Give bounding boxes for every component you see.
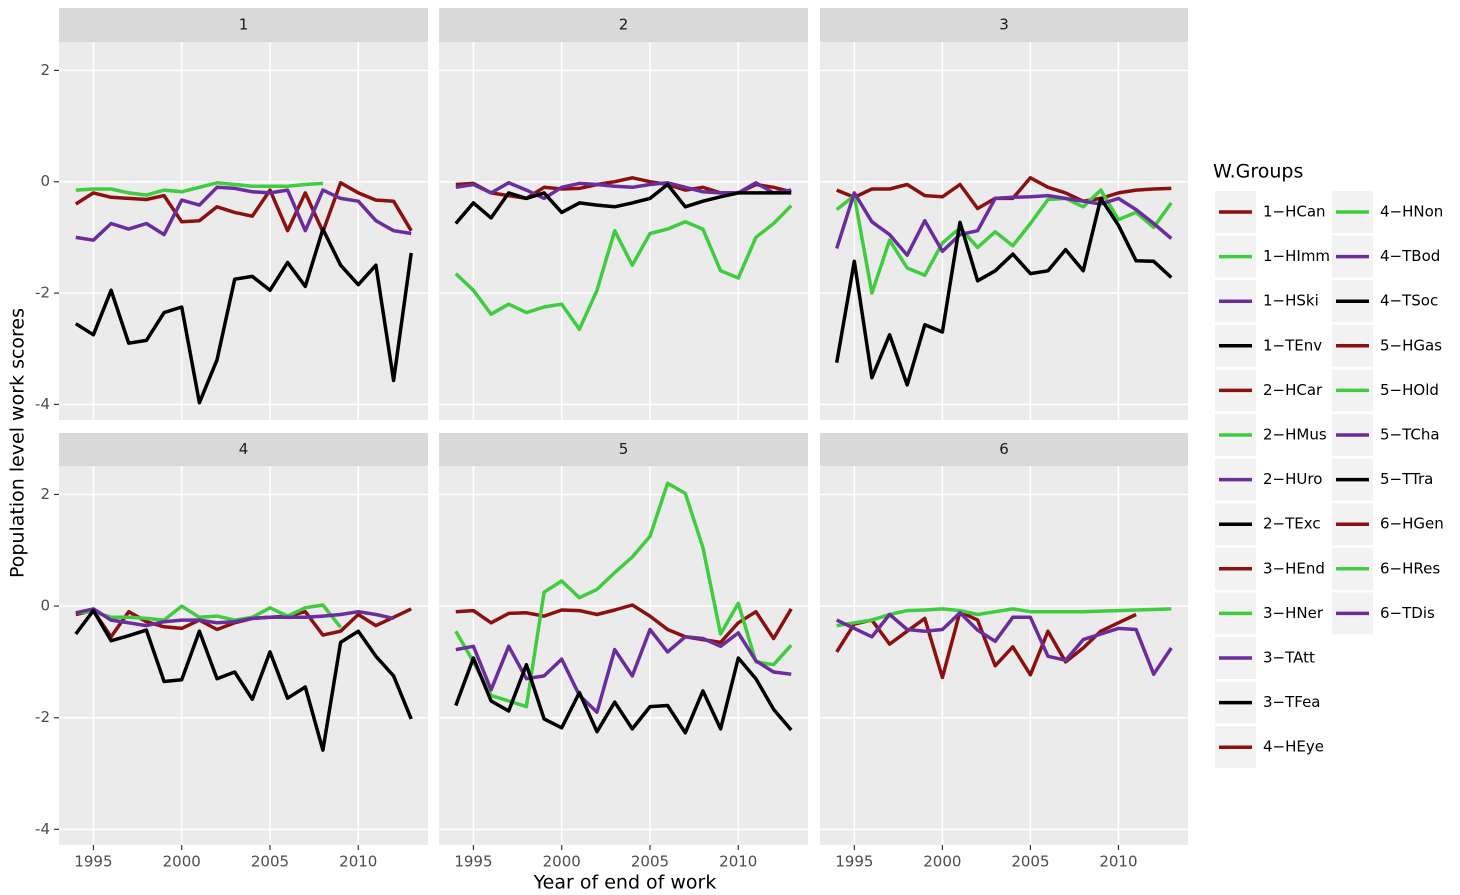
y-tick-label: 2 [40, 61, 50, 79]
strip-label: 5 [619, 440, 629, 458]
strip [439, 433, 808, 466]
legend-label: 3−TAtt [1263, 649, 1315, 667]
y-tick-label: -4 [35, 395, 50, 413]
legend-label: 5−TTra [1380, 470, 1433, 488]
legend-label: 4−HNon [1380, 203, 1443, 221]
series-line [454, 204, 793, 332]
y-tick-label: -2 [35, 284, 50, 302]
strip [820, 433, 1188, 466]
y-axis-label: Population level work scores [7, 308, 29, 578]
series-line [74, 227, 413, 405]
legend-label: 1−HSki [1263, 292, 1319, 310]
y-tick-label: 2 [40, 485, 50, 503]
strip [820, 8, 1188, 42]
panel [59, 466, 428, 845]
legend-label: 2−HUro [1263, 470, 1322, 488]
x-tick-label: 2000 [923, 853, 961, 871]
legend-label: 2−TExc [1263, 515, 1321, 533]
series-line [835, 191, 1173, 257]
series-line [75, 181, 324, 197]
strip [439, 8, 808, 42]
strip [59, 8, 428, 42]
legend-label: 6−HRes [1380, 559, 1440, 577]
y-tick-label: -2 [35, 708, 50, 726]
y-tick-label: 0 [40, 597, 50, 615]
x-tick-label: 2005 [631, 853, 669, 871]
series-line [75, 607, 394, 628]
legend-label: 4−HEye [1263, 738, 1324, 756]
x-tick-label: 2005 [251, 853, 289, 871]
y-tick-label: 0 [40, 172, 50, 190]
x-tick-label: 2000 [163, 853, 201, 871]
legend-label: 6−HGen [1380, 515, 1444, 533]
legend-label: 6−TDis [1380, 604, 1435, 622]
legend-label: 5−TCha [1380, 426, 1440, 444]
x-tick-label: 2010 [719, 853, 757, 871]
x-tick-label: 1995 [835, 853, 873, 871]
panel [439, 466, 808, 845]
legend-title: W.Groups [1213, 161, 1303, 183]
legend-label: 3−HNer [1263, 604, 1324, 622]
x-tick-label: 2010 [1099, 853, 1137, 871]
legend-label: 2−HMus [1263, 426, 1327, 444]
series-line [455, 627, 792, 714]
legend-label: 2−HCar [1263, 381, 1323, 399]
series-line [835, 609, 1137, 680]
series-line [75, 185, 412, 242]
legend-label: 3−HEnd [1263, 559, 1325, 577]
series-line [454, 182, 792, 225]
strip [59, 433, 428, 466]
series-line [75, 603, 342, 629]
legend-label: 4−TBod [1380, 247, 1440, 265]
strip-label: 2 [619, 16, 629, 34]
legend-label: 1−HCan [1263, 203, 1326, 221]
series-line [835, 611, 1173, 676]
x-tick-label: 1995 [454, 853, 492, 871]
series-line [835, 188, 1173, 295]
legend-label: 1−HImm [1263, 247, 1330, 265]
x-tick-label: 2010 [339, 853, 377, 871]
legend-label: 4−TSoc [1380, 292, 1438, 310]
legend-label: 5−HGas [1380, 336, 1442, 354]
legend-label: 3−TFea [1263, 693, 1321, 711]
panel [820, 42, 1188, 420]
x-tick-label: 2005 [1011, 853, 1049, 871]
panel [59, 42, 428, 420]
series-line [455, 603, 793, 645]
legend-label: 5−HOld [1380, 381, 1439, 399]
strip-label: 1 [239, 16, 249, 34]
strip-label: 3 [999, 16, 1009, 34]
series-line [834, 196, 1173, 387]
y-tick-label: -4 [35, 820, 50, 838]
series-line [74, 181, 413, 234]
panel [439, 42, 808, 420]
series-line [74, 608, 413, 752]
x-tick-label: 1995 [74, 853, 112, 871]
series-line [836, 607, 1172, 628]
strip-label: 6 [999, 440, 1009, 458]
series-line [454, 656, 793, 735]
x-axis-label: Year of end of work [533, 872, 717, 894]
x-tick-label: 2000 [543, 853, 581, 871]
strip-label: 4 [239, 440, 249, 458]
legend-label: 1−TEnv [1263, 336, 1322, 354]
